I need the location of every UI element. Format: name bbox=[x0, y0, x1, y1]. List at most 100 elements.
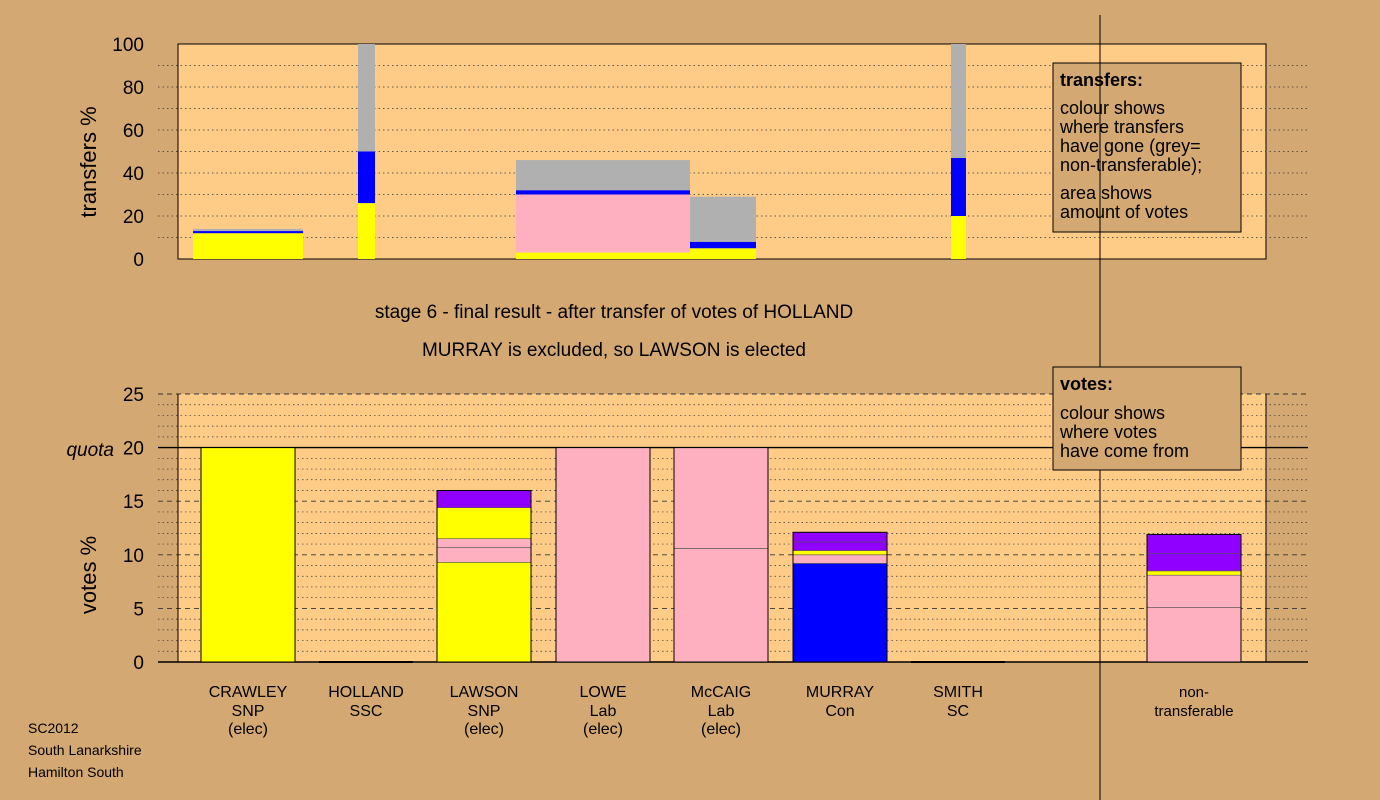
votes-legend-line: colour shows bbox=[1060, 403, 1165, 423]
transfers-legend-line: amount of votes bbox=[1060, 202, 1188, 222]
votes-y-tick-label: 20 bbox=[123, 439, 144, 460]
candidate-name: MURRAY bbox=[806, 684, 874, 701]
transfer-segment bbox=[358, 203, 375, 259]
votes-y-axis-label: votes % bbox=[76, 536, 101, 614]
transfers-y-tick-label: 60 bbox=[123, 121, 144, 142]
stage-title: stage 6 - final result - after transfer … bbox=[375, 302, 853, 323]
votes-category-labels: CRAWLEYSNP(elec)HOLLANDSSCLAWSONSNP(elec… bbox=[209, 684, 1234, 738]
vote-segment bbox=[673, 447, 769, 549]
vote-bar-crawley bbox=[200, 447, 296, 663]
transfer-bar-holland bbox=[358, 44, 375, 259]
transfer-segment bbox=[690, 248, 756, 259]
footer-council: South Lanarkshire bbox=[28, 742, 142, 758]
transfer-segment bbox=[193, 231, 303, 234]
candidate-party: Lab bbox=[590, 703, 617, 720]
vote-bar-outline bbox=[555, 447, 651, 663]
transfers-bars bbox=[193, 44, 966, 259]
candidate-name: CRAWLEY bbox=[209, 684, 288, 701]
candidate-name: McCAIG bbox=[691, 684, 751, 701]
vote-segment bbox=[1146, 574, 1242, 608]
candidate-party: SSC bbox=[350, 703, 383, 720]
transfer-segment bbox=[193, 228, 303, 232]
votes-y-tick-label: 15 bbox=[123, 492, 144, 513]
transfers-y-tick-label: 0 bbox=[133, 250, 144, 271]
votes-legend-box bbox=[1052, 366, 1242, 471]
vote-bar-outline bbox=[200, 447, 296, 663]
votes-legend-title: votes: bbox=[1060, 374, 1113, 394]
transfers-y-ticks: 0 20 40 60 80 100 bbox=[112, 35, 144, 271]
vote-segment bbox=[1146, 570, 1242, 576]
transfers-legend: transfers: colour shows where transfers … bbox=[1052, 62, 1242, 233]
vote-segment bbox=[792, 531, 888, 543]
candidate-name: LAWSON bbox=[450, 684, 519, 701]
candidate-status: (elec) bbox=[228, 721, 268, 738]
vote-bar-lawson bbox=[436, 489, 532, 663]
transfer-segment bbox=[951, 157, 966, 216]
transfer-segment bbox=[358, 151, 375, 204]
candidate-party: SC bbox=[947, 703, 969, 720]
transfers-legend-line: where transfers bbox=[1059, 117, 1184, 137]
footer: SC2012 South Lanarkshire Hamilton South bbox=[28, 720, 142, 780]
vote-segment bbox=[1146, 607, 1242, 663]
votes-y-tick-label: 25 bbox=[123, 385, 144, 406]
transfer-segment bbox=[951, 216, 966, 259]
vote-segment bbox=[436, 507, 532, 540]
vote-segment bbox=[200, 447, 296, 663]
candidate-status: (elec) bbox=[464, 721, 504, 738]
votes-y-tick-label: 10 bbox=[123, 546, 144, 567]
stage-outcome: MURRAY is excluded, so LAWSON is elected bbox=[422, 340, 806, 361]
transfers-y-tick-label: 80 bbox=[123, 78, 144, 99]
vote-segment bbox=[1146, 534, 1242, 555]
vote-segment bbox=[792, 554, 888, 564]
candidate-name: LOWE bbox=[579, 684, 626, 701]
votes-legend-line: where votes bbox=[1059, 422, 1157, 442]
transfer-bar-lowe bbox=[516, 160, 690, 259]
vote-segment bbox=[436, 546, 532, 563]
transfer-bar-smith bbox=[951, 44, 966, 259]
vote-bar-lowe bbox=[555, 447, 651, 663]
transfers-y-tick-label: 40 bbox=[123, 164, 144, 185]
transfer-segment bbox=[516, 252, 690, 259]
votes-legend-line: have come from bbox=[1060, 441, 1189, 461]
footer-election: SC2012 bbox=[28, 720, 79, 736]
votes-legend: votes: colour shows where votes have com… bbox=[1052, 366, 1242, 471]
quota-label: quota bbox=[66, 440, 114, 461]
transfers-y-tick-label: 20 bbox=[123, 207, 144, 228]
candidate-party: SNP bbox=[232, 703, 265, 720]
vote-segment bbox=[792, 541, 888, 551]
transfer-segment bbox=[193, 233, 303, 259]
transfers-legend-line: non-transferable); bbox=[1060, 155, 1202, 175]
votes-bars bbox=[200, 447, 1242, 663]
transfer-bar-crawley bbox=[193, 228, 303, 259]
vote-segment bbox=[673, 548, 769, 663]
vote-segment bbox=[436, 490, 532, 508]
transfers-legend-line: have gone (grey= bbox=[1060, 136, 1201, 156]
transfer-segment bbox=[516, 160, 690, 191]
transfers-y-tick-label: 100 bbox=[112, 35, 144, 56]
vote-bar-murray bbox=[792, 531, 888, 663]
vote-segment bbox=[555, 447, 651, 663]
vote-bar-mccaig bbox=[673, 447, 769, 663]
transfer-segment bbox=[516, 194, 690, 253]
candidate-party: Lab bbox=[708, 703, 735, 720]
transfers-legend-box bbox=[1052, 62, 1242, 233]
candidate-party: SNP bbox=[468, 703, 501, 720]
candidate-party: Con bbox=[825, 703, 854, 720]
votes-y-tick-label: 0 bbox=[133, 653, 144, 674]
vote-segment bbox=[792, 550, 888, 556]
vote-segment bbox=[436, 538, 532, 548]
vote-bar-outline bbox=[673, 447, 769, 663]
candidate-name: non- bbox=[1179, 684, 1209, 701]
candidate-name: SMITH bbox=[933, 684, 983, 701]
footer-ward: Hamilton South bbox=[28, 764, 124, 780]
transfer-segment bbox=[516, 190, 690, 195]
candidate-party: transferable bbox=[1154, 703, 1233, 720]
vote-segment bbox=[1146, 553, 1242, 572]
vote-bar-outline bbox=[1146, 533, 1242, 663]
vote-bar-outline bbox=[792, 531, 888, 663]
candidate-status: (elec) bbox=[701, 721, 741, 738]
votes-y-ticks: 0 5 10 15 20 25 bbox=[123, 385, 144, 674]
vote-bar-non bbox=[1146, 533, 1242, 663]
vote-segment bbox=[436, 562, 532, 663]
